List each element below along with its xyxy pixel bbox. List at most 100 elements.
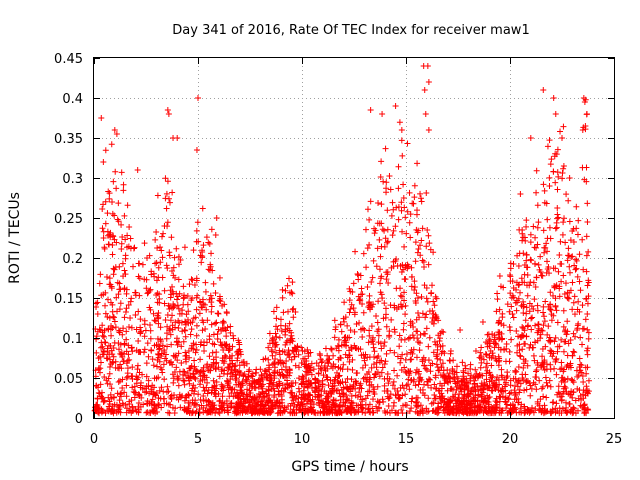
data-point [546, 377, 553, 384]
data-point [265, 383, 272, 390]
data-point [251, 380, 258, 387]
data-point [513, 297, 520, 304]
data-point [161, 300, 168, 307]
data-point [319, 398, 326, 405]
data-point [404, 140, 411, 147]
data-point [206, 353, 213, 360]
data-point [536, 402, 543, 409]
data-point [540, 309, 547, 316]
data-point [157, 324, 164, 331]
x-axis-label: GPS time / hours [291, 459, 408, 475]
data-point [279, 294, 286, 301]
data-point [211, 390, 218, 397]
data-point [509, 402, 516, 409]
data-point [519, 346, 526, 353]
data-point [333, 345, 340, 352]
data-point [155, 394, 162, 401]
data-point [123, 290, 130, 297]
data-point [538, 362, 545, 369]
data-point [98, 409, 105, 416]
data-point [492, 385, 499, 392]
x-tick-label: 10 [294, 432, 311, 447]
data-point [375, 326, 382, 333]
data-point [137, 324, 144, 331]
data-point [272, 349, 279, 356]
data-point [377, 289, 384, 296]
data-point [106, 356, 113, 363]
data-point [390, 227, 397, 234]
data-point [271, 388, 278, 395]
data-point [478, 359, 485, 366]
data-point [405, 335, 412, 342]
data-point [322, 395, 329, 402]
data-point [574, 407, 581, 414]
data-point [556, 293, 563, 300]
data-point [580, 266, 587, 273]
data-point [584, 351, 591, 358]
data-point [374, 407, 381, 414]
data-point [426, 240, 433, 247]
data-point [449, 374, 456, 381]
data-point [362, 395, 369, 402]
data-point [141, 317, 148, 324]
data-point [512, 390, 519, 397]
data-point [397, 384, 404, 391]
data-point [111, 314, 118, 321]
data-point [560, 348, 567, 355]
data-point [94, 401, 101, 408]
data-point [560, 323, 567, 330]
data-point [508, 389, 515, 396]
data-point [567, 337, 574, 344]
data-point [193, 238, 200, 245]
data-point [121, 389, 128, 396]
data-point [456, 382, 463, 389]
data-point [110, 271, 117, 278]
data-point [216, 398, 223, 405]
data-point [211, 341, 218, 348]
data-point [428, 289, 435, 296]
data-point [528, 326, 535, 333]
data-point [488, 374, 495, 381]
data-point [510, 406, 517, 413]
data-point [136, 275, 143, 282]
data-point [425, 395, 432, 402]
data-point [310, 366, 317, 373]
data-point [416, 347, 423, 354]
data-point [552, 295, 559, 302]
data-point [576, 367, 583, 374]
data-point [199, 296, 206, 303]
data-point [197, 368, 204, 375]
data-point [155, 320, 162, 327]
data-point [137, 384, 144, 391]
data-point [164, 311, 171, 318]
data-point [430, 349, 437, 356]
data-point [284, 282, 291, 289]
data-point [180, 301, 187, 308]
data-point [452, 410, 459, 417]
data-point [540, 393, 547, 400]
data-point [414, 295, 421, 302]
data-point [271, 393, 278, 400]
data-point [556, 252, 563, 259]
data-point [328, 346, 335, 353]
data-point [418, 195, 425, 202]
data-point [141, 240, 148, 247]
data-point [519, 324, 526, 331]
data-point [535, 321, 542, 328]
data-point [118, 245, 125, 252]
data-point [391, 329, 398, 336]
data-point [261, 393, 268, 400]
data-point [100, 398, 107, 405]
data-point [550, 168, 557, 175]
y-tick-label: 0.25 [54, 212, 83, 227]
data-point [391, 367, 398, 374]
data-point [335, 336, 342, 343]
data-point [561, 383, 568, 390]
data-point [170, 352, 177, 359]
data-point [560, 366, 567, 373]
data-point [480, 386, 487, 393]
data-point [128, 324, 135, 331]
data-point [144, 400, 151, 407]
data-point [381, 382, 388, 389]
data-point [437, 356, 444, 363]
